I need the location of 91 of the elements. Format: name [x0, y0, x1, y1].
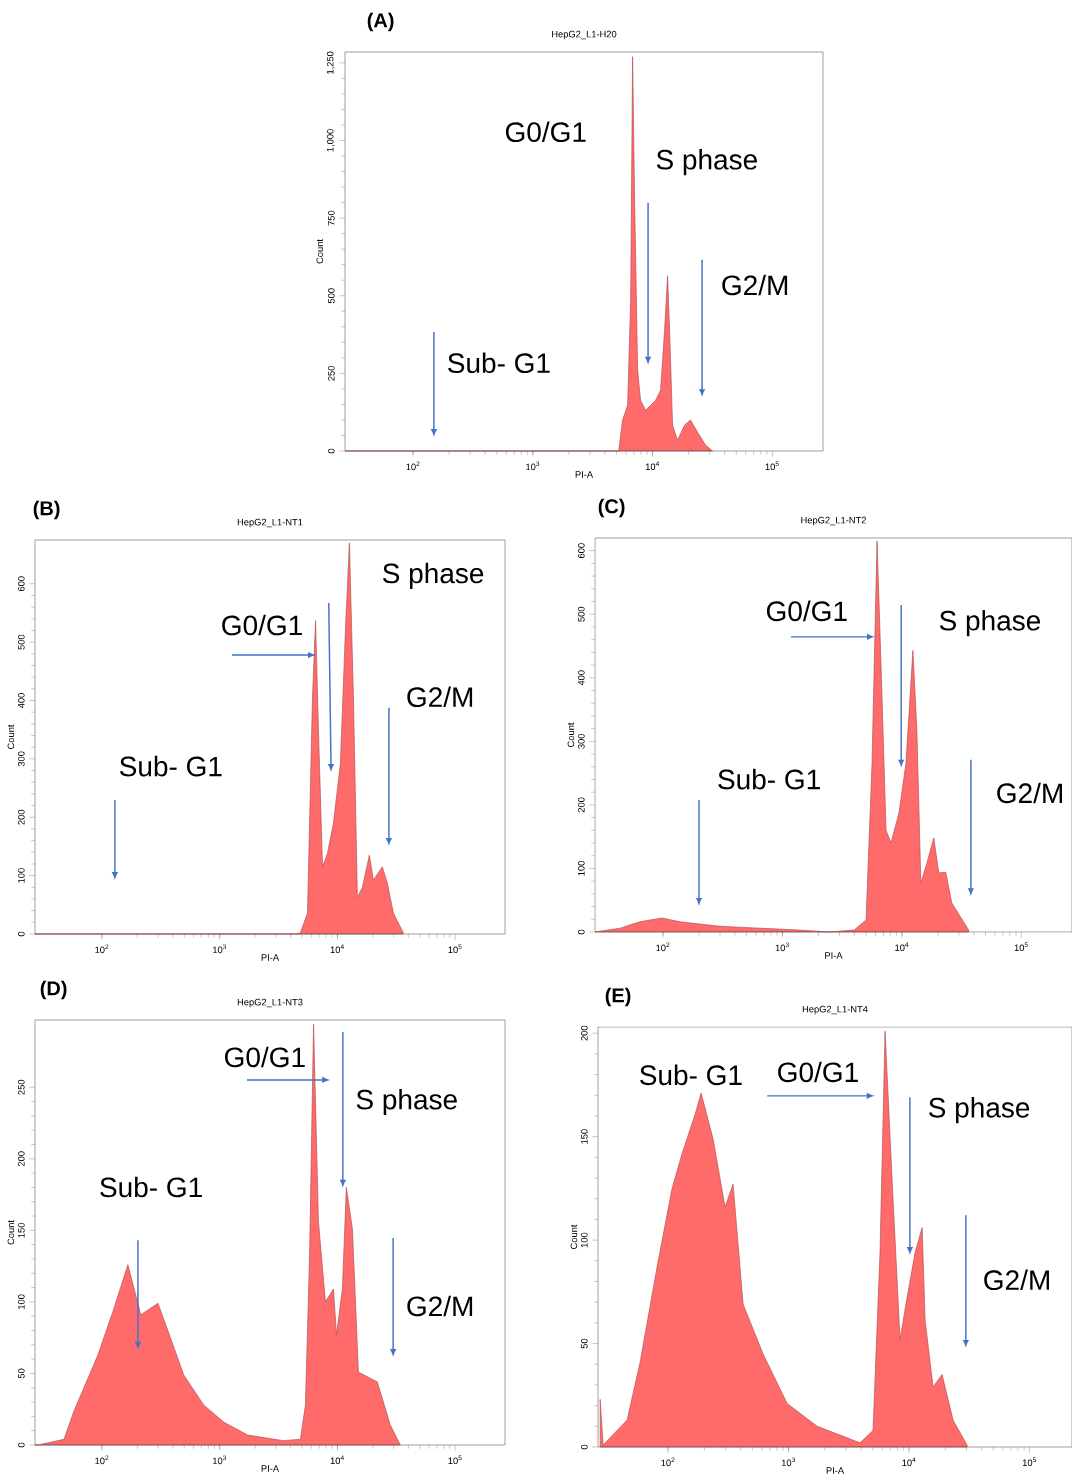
y-tick-label: 500: [577, 606, 585, 622]
annotation: G2/M: [722, 274, 787, 296]
y-tick-label: 300: [577, 733, 585, 749]
y-tick-label: 100: [580, 1232, 588, 1248]
chart-title: HepG2_L1-NT1: [237, 518, 303, 528]
annotation: S phase: [382, 562, 484, 589]
x-tick-label: 10$^{2}$: [661, 1457, 675, 1467]
x-tick-label: 10$^{4}$: [902, 1457, 916, 1467]
y-axis-title: Count: [570, 1224, 578, 1249]
y-tick-label: 100: [17, 1294, 25, 1309]
x-tick-label: 10$^{4}$: [330, 944, 344, 954]
y-tick-label: 150: [17, 1222, 25, 1238]
y-axis-title: Count: [7, 1220, 15, 1245]
y-tick-label: 200: [17, 1151, 25, 1167]
y-tick-label: 0: [17, 931, 25, 937]
chart-subtitle: (D): [40, 980, 67, 1000]
x-tick-label: 10$^{5}$: [1014, 942, 1028, 952]
annotation: S phase: [356, 1088, 457, 1116]
y-tick-label: 400: [17, 693, 25, 709]
annotation: G2/M: [997, 782, 1062, 804]
chart-subtitle: (A): [367, 12, 394, 32]
x-axis-title: PI-A: [261, 954, 279, 961]
y-tick-label: 400: [577, 670, 585, 686]
y-tick-label: 100: [17, 868, 25, 883]
chart-title: HepG2_L1-H20: [551, 30, 617, 40]
x-tick-label: 10$^{3}$: [212, 944, 226, 954]
annotation: Sub- G1: [639, 1064, 742, 1086]
y-tick-label: 0: [577, 929, 585, 935]
y-tick-label: 50: [580, 1338, 588, 1349]
annotation: S phase: [928, 1097, 1030, 1124]
annotation: G0/G1: [222, 614, 302, 636]
annotation: G0/G1: [766, 600, 847, 622]
annotation: G0/G1: [505, 121, 586, 143]
y-tick-label: 250: [327, 365, 335, 381]
x-tick-label: 10$^{3}$: [775, 942, 789, 952]
y-tick-label: 1,000: [326, 129, 335, 152]
x-tick-label: 10$^{3}$: [781, 1457, 795, 1467]
x-tick-label: 10$^{4}$: [895, 942, 909, 952]
y-tick-label: 0: [580, 1444, 588, 1450]
y-tick-label: 500: [327, 288, 335, 304]
y-tick-label: 200: [577, 797, 585, 813]
y-tick-label: 200: [17, 809, 25, 825]
y-tick-label: 200: [580, 1025, 588, 1041]
chart-subtitle: (B): [33, 500, 60, 520]
chart-subtitle: (E): [605, 987, 631, 1007]
x-axis-title: PI-A: [826, 1467, 844, 1474]
y-tick-label: 750: [327, 210, 335, 226]
x-tick-label: 10$^{5}$: [448, 1455, 462, 1465]
annotation: Sub- G1: [718, 768, 820, 790]
y-tick-label: 150: [580, 1129, 588, 1144]
x-axis-title: PI-A: [261, 1465, 279, 1472]
y-tick-label: 600: [17, 576, 25, 592]
x-tick-label: 10$^{4}$: [645, 461, 659, 471]
annotation: G2/M: [407, 1295, 472, 1317]
chart-title: HepG2_L1-NT2: [801, 516, 866, 526]
y-tick-label: 1,250: [326, 51, 335, 74]
x-tick-label: 10$^{2}$: [95, 944, 109, 954]
x-tick-label: 10$^{4}$: [330, 1455, 344, 1465]
annotation: Sub- G1: [447, 352, 550, 374]
annotation: G2/M: [407, 686, 472, 708]
x-tick-label: 10$^{2}$: [406, 461, 420, 471]
annotation: Sub- G1: [119, 755, 222, 777]
y-tick-label: 0: [327, 448, 335, 454]
annotation: G0/G1: [777, 1061, 858, 1083]
y-tick-label: 250: [17, 1079, 25, 1095]
x-axis-title: PI-A: [575, 471, 593, 478]
x-tick-label: 10$^{5}$: [1022, 1457, 1036, 1467]
y-tick-label: 50: [17, 1368, 25, 1379]
annotation: Sub- G1: [100, 1176, 202, 1198]
x-tick-label: 10$^{2}$: [95, 1455, 109, 1465]
annotation: G0/G1: [224, 1046, 305, 1068]
x-tick-label: 10$^{3}$: [212, 1455, 226, 1465]
x-tick-label: 10$^{3}$: [526, 461, 540, 471]
x-tick-label: 10$^{5}$: [448, 944, 462, 954]
y-tick-label: 0: [17, 1442, 25, 1448]
y-tick-label: 600: [577, 543, 585, 559]
y-axis-title: Count: [316, 239, 323, 264]
y-axis-title: Count: [567, 722, 575, 747]
y-tick-label: 500: [17, 634, 25, 650]
x-tick-label: 10$^{5}$: [765, 461, 779, 471]
annotation: S phase: [939, 610, 1040, 637]
y-tick-label: 300: [17, 751, 25, 767]
chart-subtitle: (C): [598, 498, 625, 518]
chart-title: HepG2_L1-NT4: [802, 1005, 868, 1015]
annotation: G2/M: [984, 1269, 1049, 1291]
x-axis-title: PI-A: [825, 952, 843, 959]
y-tick-label: 100: [577, 861, 585, 876]
annotation: S phase: [656, 149, 757, 176]
chart-title: HepG2_L1-NT3: [237, 998, 303, 1008]
y-axis-title: Count: [7, 724, 15, 749]
x-tick-label: 10$^{2}$: [656, 942, 670, 952]
